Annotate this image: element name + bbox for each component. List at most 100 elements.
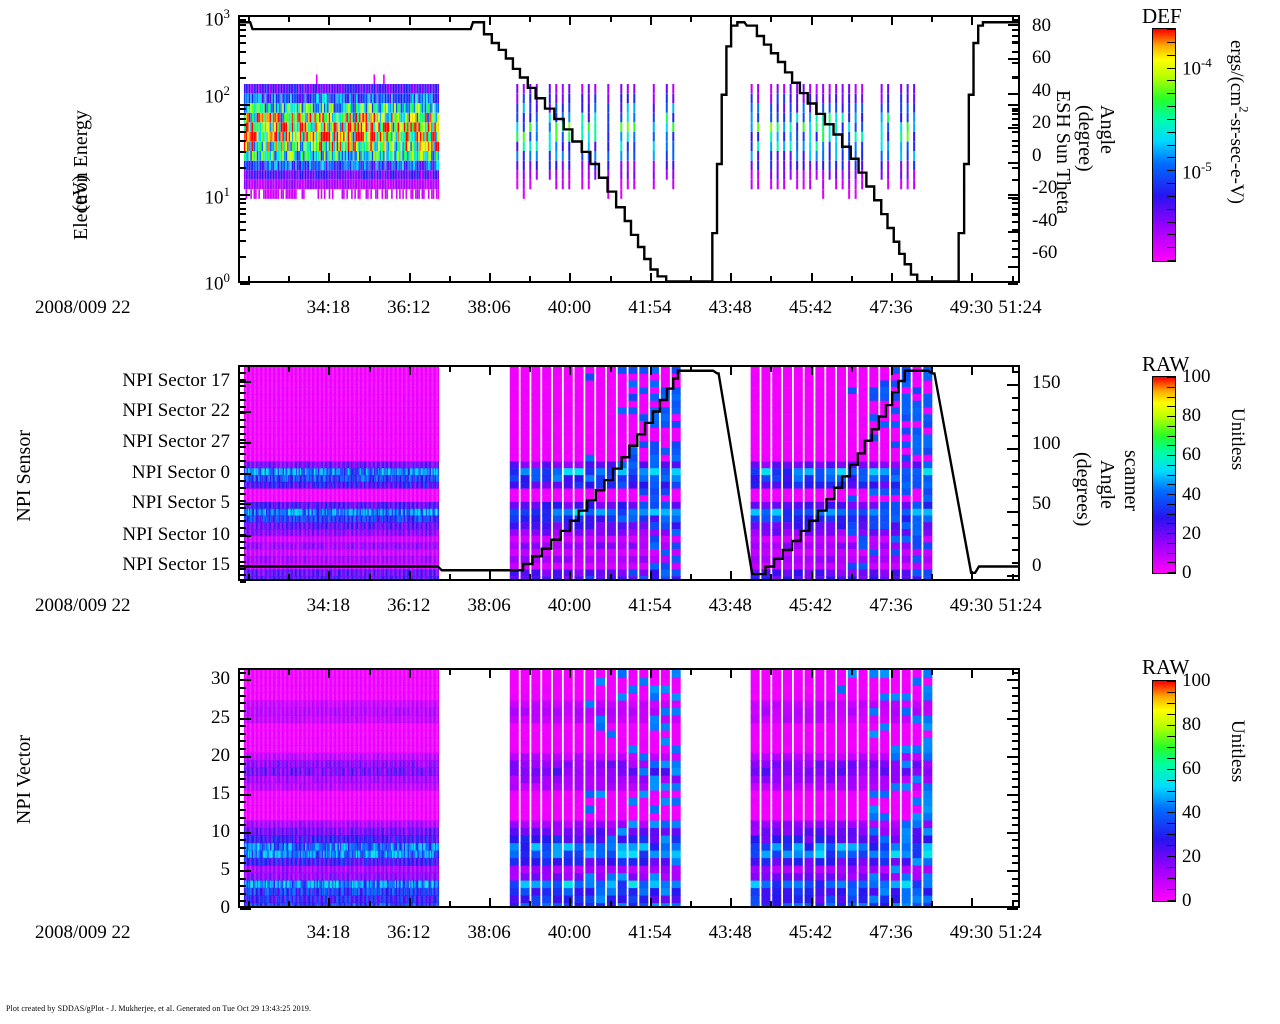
panel3-xtick-5: 43:48	[708, 922, 752, 943]
panel2-xtick-mark	[529, 574, 532, 579]
panel1-right-angle-tick	[1008, 92, 1018, 95]
panel3-ytick-mark	[240, 717, 251, 720]
panel2-xtick-mark	[408, 571, 411, 579]
panel2-colorbar-label-3: 40	[1182, 483, 1201, 505]
panel3-xtick-mark-top	[489, 670, 492, 678]
panel3-xtick-mark	[971, 898, 974, 906]
panel2-xtick-mark-top	[770, 367, 773, 372]
panel3-right-ytick-mark	[1012, 801, 1018, 804]
panel1-colorbar-label-0: 10-4	[1182, 55, 1212, 80]
panel3-ytick-mark	[240, 786, 246, 789]
panel2-xtick-1: 36:12	[387, 595, 431, 616]
panel2-ytick-2: NPI Sector 27	[122, 430, 230, 452]
panel1-ytick-mark	[240, 207, 246, 210]
panel3-xtick-mark-top	[368, 670, 371, 675]
panel1-right-ytick-mark	[1012, 151, 1018, 154]
panel3-right-ytick-mark	[1007, 755, 1018, 758]
panel2-xtick-4: 41:54	[628, 595, 672, 616]
panel2-xtick-mark	[368, 574, 371, 579]
panel3-xtick-mark	[770, 901, 773, 906]
panel1-xtick-mark	[408, 273, 411, 281]
panel1-right-axis-unit-text: (degree)	[1074, 105, 1096, 172]
panel1-ytick-mark	[240, 77, 246, 80]
panel3-right-ytick-mark	[1012, 892, 1018, 895]
panel3-colorbar[interactable]	[1152, 680, 1176, 902]
panel3-right-ytick-mark	[1012, 694, 1018, 697]
panel2-ytick-mark	[240, 547, 246, 550]
panel1-ytick-mark	[240, 220, 246, 223]
panel2-right-ytick-mark	[1012, 485, 1018, 488]
panel2-colorbar-label-1: 80	[1182, 405, 1201, 427]
panel3-right-ytick-mark	[1012, 687, 1018, 690]
panel2-right-ytick-2: 50	[1032, 493, 1051, 515]
panel2-xtick-mark	[569, 571, 572, 579]
panel2-ytick-mark	[240, 378, 246, 381]
panel2-ytick-major	[240, 503, 251, 506]
panel1-ytick-mark	[240, 19, 246, 22]
panel1-right-ytick-mark	[1008, 15, 1018, 17]
panel3-ytick-mark	[240, 725, 246, 728]
panel1-ytick-mark	[240, 151, 246, 154]
panel1-ytick-mark	[240, 104, 250, 107]
panel2-xtick-mark-top	[408, 367, 411, 375]
panel1-ytick-2: 101	[204, 184, 230, 209]
panel1-right-angle-tick	[1008, 231, 1018, 234]
panel3-xtick-mark	[850, 901, 853, 906]
panel2-right-ytick-mark	[1012, 536, 1018, 539]
panel3-xtick-mark-top	[730, 670, 733, 678]
panel1-xtick-mark-top	[368, 17, 371, 22]
panel2-colorbar[interactable]	[1152, 376, 1176, 574]
panel2-xtick-mark	[891, 571, 894, 579]
panel-npi-vector[interactable]	[238, 668, 1020, 908]
panel2-xtick-7: 47:36	[869, 595, 913, 616]
panel3-ytick-mark	[240, 687, 246, 690]
panel2-xtick-mark-top	[448, 367, 451, 372]
panel3-left-axis-label-text: NPI Vector	[13, 735, 35, 825]
panel3-xtick-mark	[730, 898, 733, 906]
panel1-right-ytick-mark	[1008, 193, 1018, 196]
panel-npi-sensor[interactable]	[238, 365, 1020, 581]
panel3-right-ytick-mark	[1012, 671, 1018, 674]
panel1-right-axis-unit: (degree)	[1074, 105, 1096, 177]
panel1-ytick-mark	[240, 108, 246, 111]
panel2-ytick-mark	[240, 385, 246, 388]
panel3-xtick-2: 38:06	[467, 922, 511, 943]
panel2-ytick-mark	[240, 493, 246, 496]
panel2-xtick-mark-top	[529, 367, 532, 372]
panel-electron-energy[interactable]	[238, 15, 1020, 283]
panel2-ytick-mark	[240, 425, 246, 428]
panel3-xtick-mark	[529, 901, 532, 906]
panel2-right-ytick-0: 150	[1032, 372, 1061, 394]
panel2-xtick-mark	[810, 571, 813, 579]
panel1-ytick-3: 100	[204, 270, 230, 295]
panel3-xtick-mark	[931, 901, 934, 906]
panel2-ytick-mark	[240, 398, 246, 401]
panel1-right-angle-tick	[1012, 110, 1018, 113]
panel2-ytick-major	[240, 564, 251, 567]
panel3-ytick-mark	[240, 801, 246, 804]
panel1-right-ytick-mark	[1012, 220, 1018, 223]
panel2-xtick-9: 51:24	[998, 595, 1042, 616]
panel3-xtick-mark	[328, 898, 331, 906]
panel2-ytick-major	[240, 441, 251, 444]
panel2-ytick-mark	[240, 419, 246, 421]
panel3-right-ytick-mark	[1012, 862, 1018, 865]
panel3-xtick-mark-top	[810, 670, 813, 678]
panel1-ytick-mark	[240, 118, 246, 121]
panel3-xtick-6: 45:42	[789, 922, 833, 943]
panel2-xtick-mark	[448, 574, 451, 579]
panel3-right-ytick-mark	[1007, 679, 1018, 682]
panel2-right-ytick-mark	[1007, 384, 1018, 387]
panel1-right-ytick-3: 20	[1032, 112, 1051, 133]
panel1-colorbar[interactable]	[1152, 28, 1176, 262]
panel3-ytick-mark	[240, 900, 246, 903]
panel2-xtick-mark	[489, 571, 492, 579]
panel1-xaxis-origin: 2008/009 22	[35, 297, 131, 318]
panel1-right-ytick-mark	[1012, 108, 1018, 111]
panel2-ytick-mark	[240, 371, 246, 374]
panel1-right-ytick-mark	[1012, 50, 1018, 53]
panel1-xtick-8: 49:30	[949, 297, 994, 318]
panel2-ytick-mark	[240, 452, 246, 455]
panel2-xtick-mark-top	[891, 367, 894, 375]
panel1-colorbar-title: DEF	[1142, 4, 1182, 28]
